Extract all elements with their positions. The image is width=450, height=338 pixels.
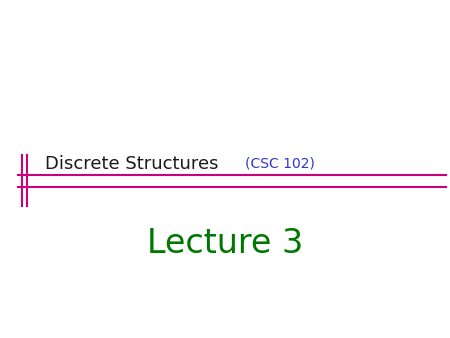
Text: (CSC 102): (CSC 102) (245, 157, 315, 171)
Text: Discrete Structures: Discrete Structures (45, 155, 219, 173)
Text: Lecture 3: Lecture 3 (147, 227, 303, 260)
